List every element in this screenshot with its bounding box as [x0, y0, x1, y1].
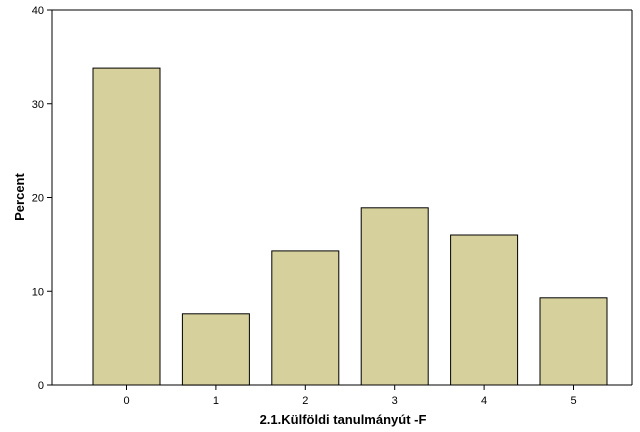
x-tick-label: 3 — [392, 395, 398, 407]
y-tick-label: 30 — [32, 99, 44, 111]
y-axis-title: Percent — [12, 172, 27, 220]
y-tick-label: 0 — [38, 380, 44, 392]
x-tick-label: 1 — [213, 395, 219, 407]
x-tick-label: 0 — [123, 395, 129, 407]
bar-2 — [271, 250, 340, 386]
bar-3 — [360, 207, 429, 386]
plot-area — [92, 67, 608, 386]
bar-0 — [92, 67, 161, 386]
x-axis-title: 2.1.Külföldi tanulmányút -F — [260, 412, 427, 427]
y-tick-label: 10 — [32, 286, 44, 298]
bar-4 — [450, 234, 519, 386]
x-tick-label: 4 — [481, 395, 487, 407]
bar-1 — [181, 313, 250, 386]
x-tick-label: 5 — [570, 395, 576, 407]
y-tick-label: 40 — [32, 5, 44, 17]
y-axis-ticks: 0 10 20 30 40 — [32, 5, 52, 392]
x-axis-ticks: 0 1 2 3 4 5 — [123, 385, 577, 407]
x-tick-label: 2 — [302, 395, 308, 407]
bar-5 — [539, 297, 608, 386]
y-tick-label: 20 — [32, 193, 44, 205]
